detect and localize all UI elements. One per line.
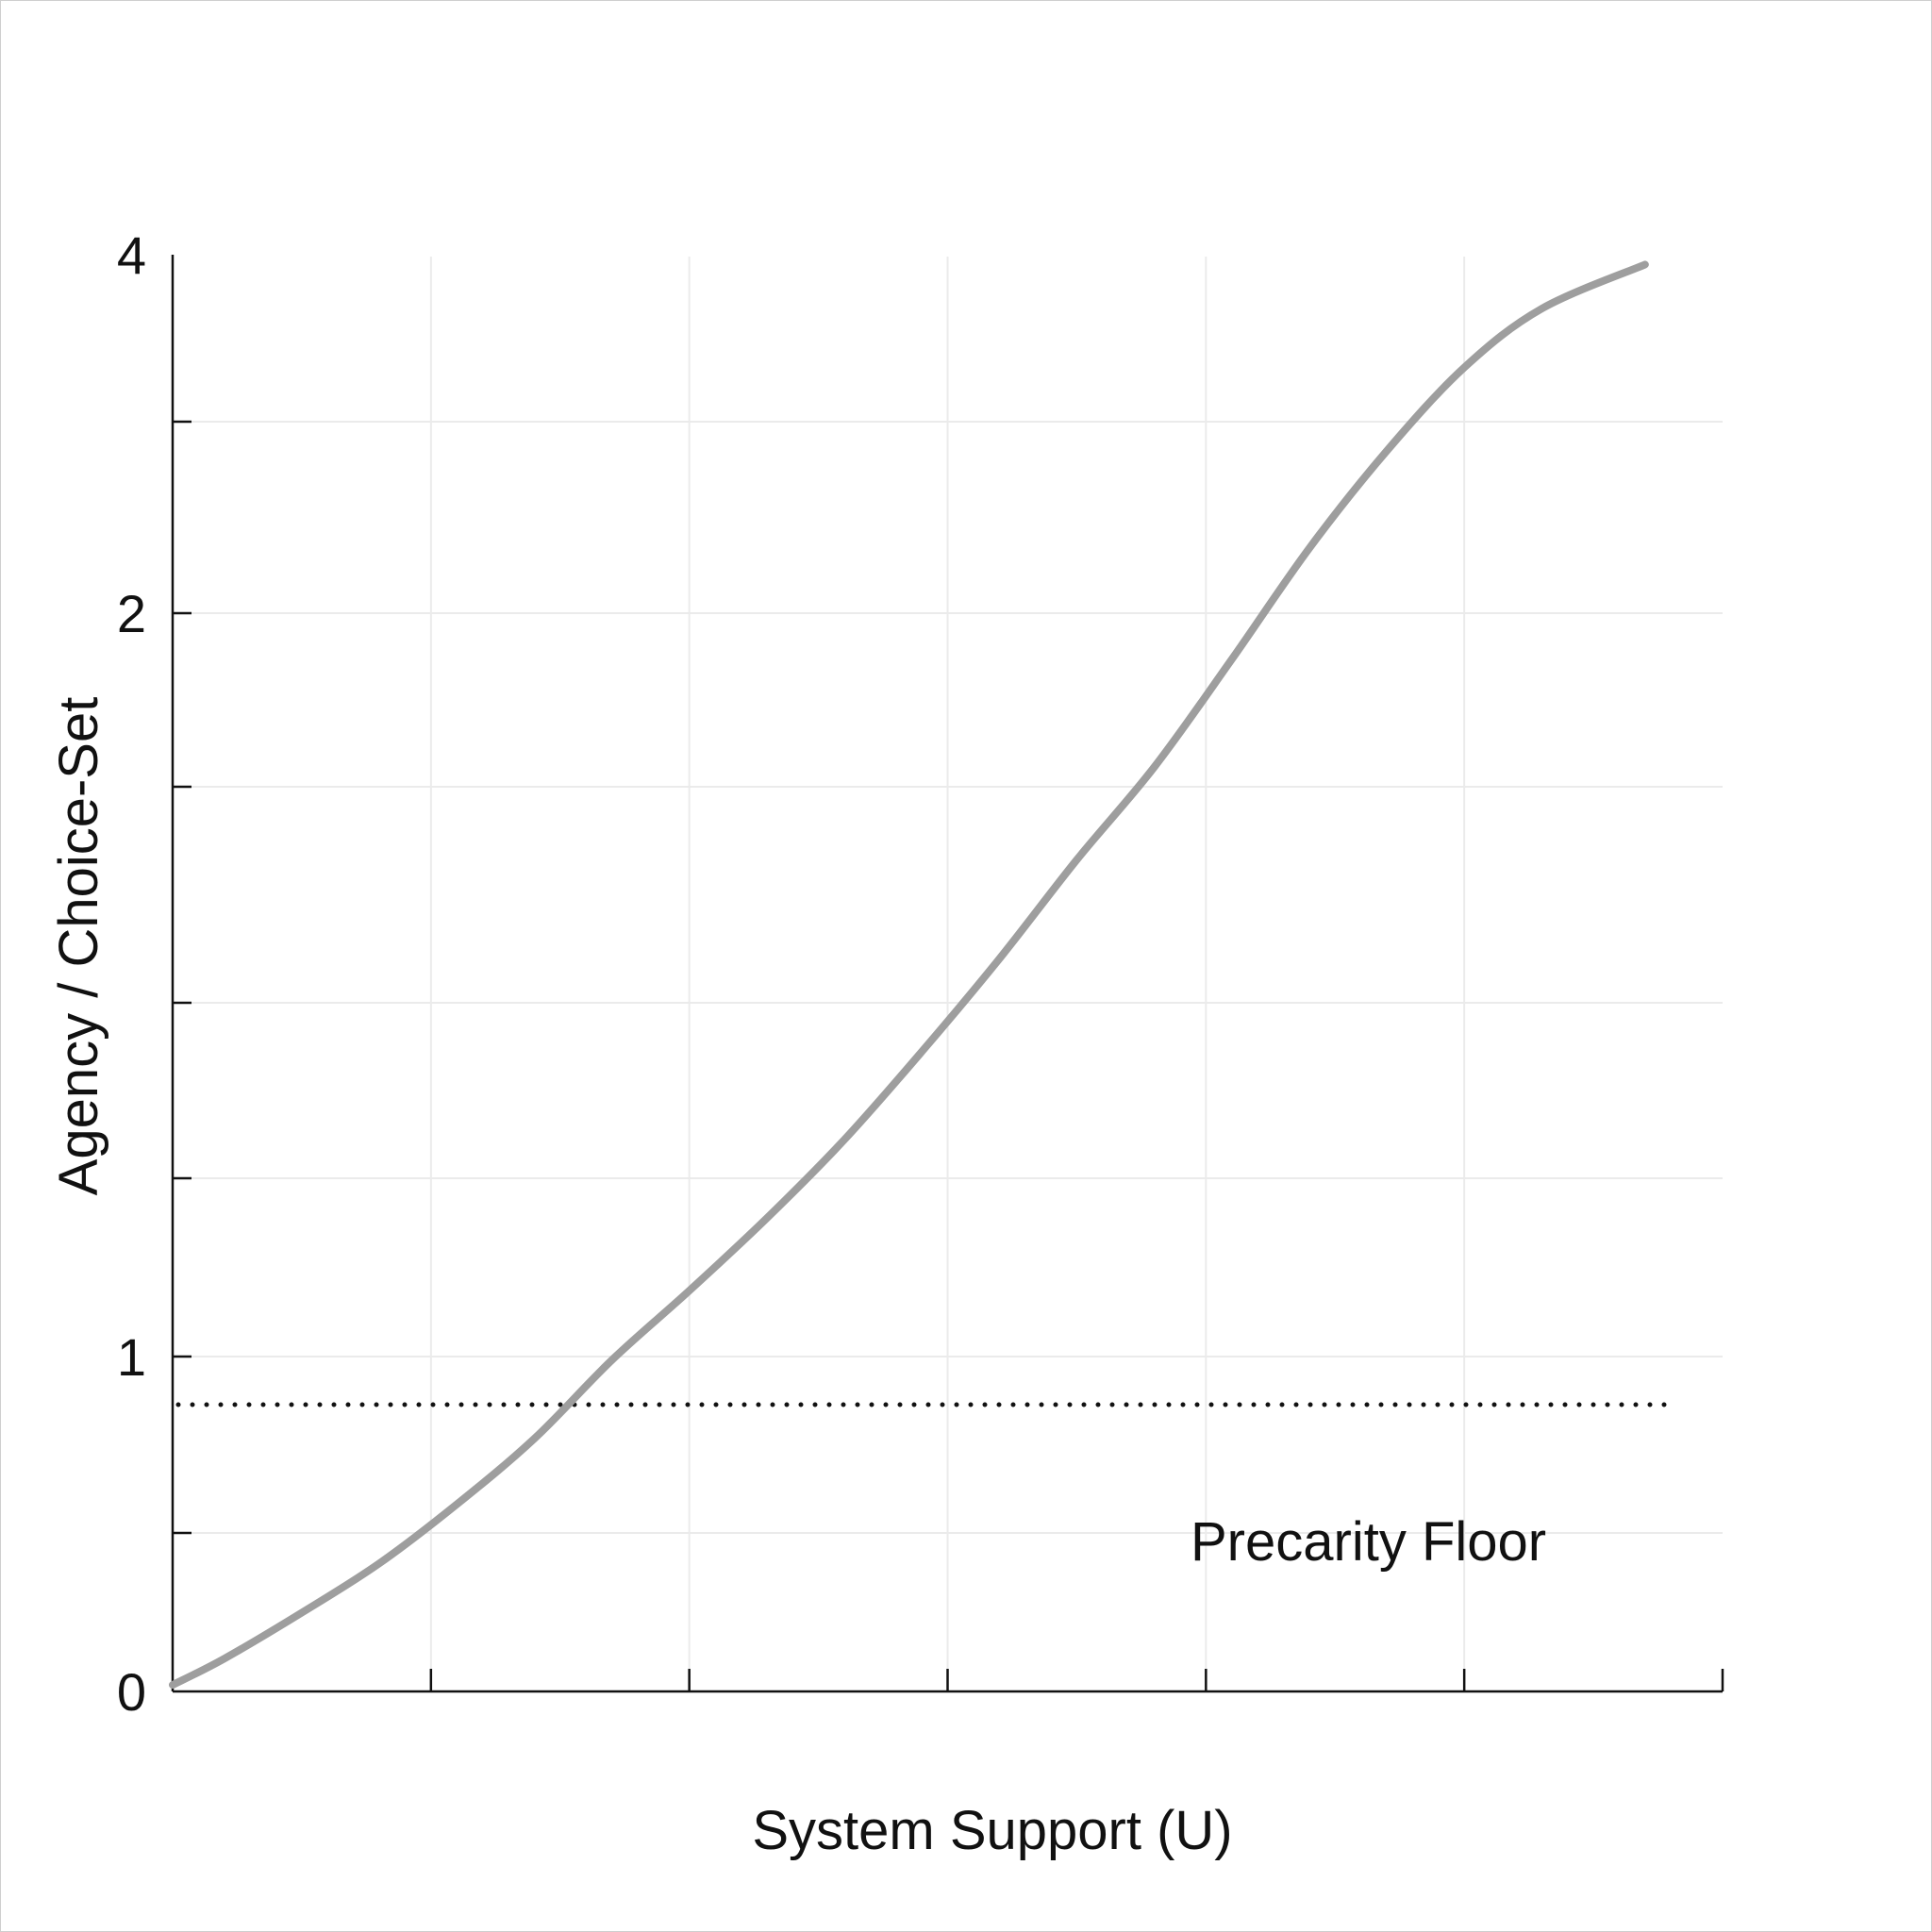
y-tick-label: 1 <box>117 1327 146 1387</box>
series <box>169 260 1649 1690</box>
series-line <box>169 260 1649 1690</box>
y-tick-label: 2 <box>117 584 146 643</box>
y-tick-label: 4 <box>117 225 146 285</box>
precarity-floor-annotation: Precarity Floor <box>1191 1511 1546 1573</box>
x-axis-title: System Support (U) <box>752 1800 1232 1861</box>
ticks <box>173 420 1724 1691</box>
y-tick-label: 0 <box>117 1662 146 1722</box>
tick-labels: 0 1 2 4 <box>117 225 146 1722</box>
y-axis-title: Agency / Choice-Set <box>48 697 109 1196</box>
grid <box>173 257 1723 1691</box>
